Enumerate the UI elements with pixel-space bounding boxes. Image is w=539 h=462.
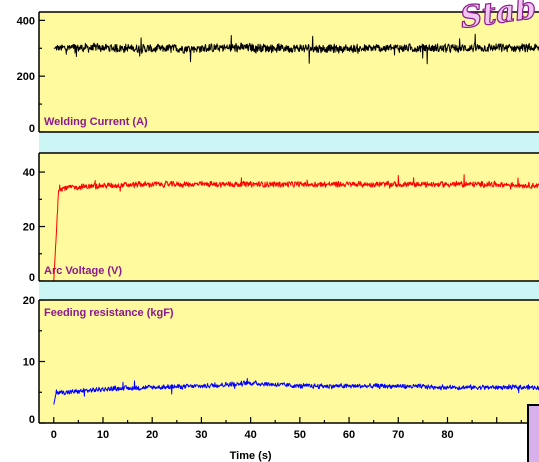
x-tick-label: 40 xyxy=(245,429,257,441)
y-tick-label-3: 20 xyxy=(23,295,35,307)
y-tick-label-1: 0 xyxy=(29,123,35,135)
x-tick-label: 10 xyxy=(97,429,109,441)
plot-area-1 xyxy=(39,12,539,132)
plot-area-3 xyxy=(39,300,539,423)
legend-box-corner xyxy=(527,404,539,462)
x-tick-label: 60 xyxy=(343,429,355,441)
x-axis-title: Time (s) xyxy=(230,450,272,462)
y-tick-label-2: 40 xyxy=(23,167,35,179)
y-tick-label-1: 200 xyxy=(17,71,35,83)
series-line-3-1 xyxy=(53,378,539,405)
panel-label-3: Feeding resistance (kgF) xyxy=(44,307,174,319)
series-line-1-1 xyxy=(53,33,539,65)
panel-label-2: Arc Voltage (V) xyxy=(44,265,122,277)
x-tick-label: 0 xyxy=(51,429,57,441)
panel-separator-band-1 xyxy=(39,132,539,153)
x-tick-label: 80 xyxy=(441,429,453,441)
series-line-2-1 xyxy=(53,174,539,282)
x-tick-label: 30 xyxy=(195,429,207,441)
y-tick-label-3: 0 xyxy=(29,414,35,426)
x-tick-label: 50 xyxy=(294,429,306,441)
x-tick-label: 20 xyxy=(146,429,158,441)
plot-area-2 xyxy=(39,153,539,281)
y-tick-label-1: 400 xyxy=(17,15,35,27)
y-tick-label-2: 0 xyxy=(29,272,35,284)
panel-label-1: Welding Current (A) xyxy=(44,116,148,128)
watermark-title: Stab xyxy=(458,0,538,36)
panel-separator-band-2 xyxy=(39,281,539,300)
y-tick-label-3: 10 xyxy=(23,357,35,369)
x-tick-label: 70 xyxy=(392,429,404,441)
y-tick-label-2: 20 xyxy=(23,222,35,234)
